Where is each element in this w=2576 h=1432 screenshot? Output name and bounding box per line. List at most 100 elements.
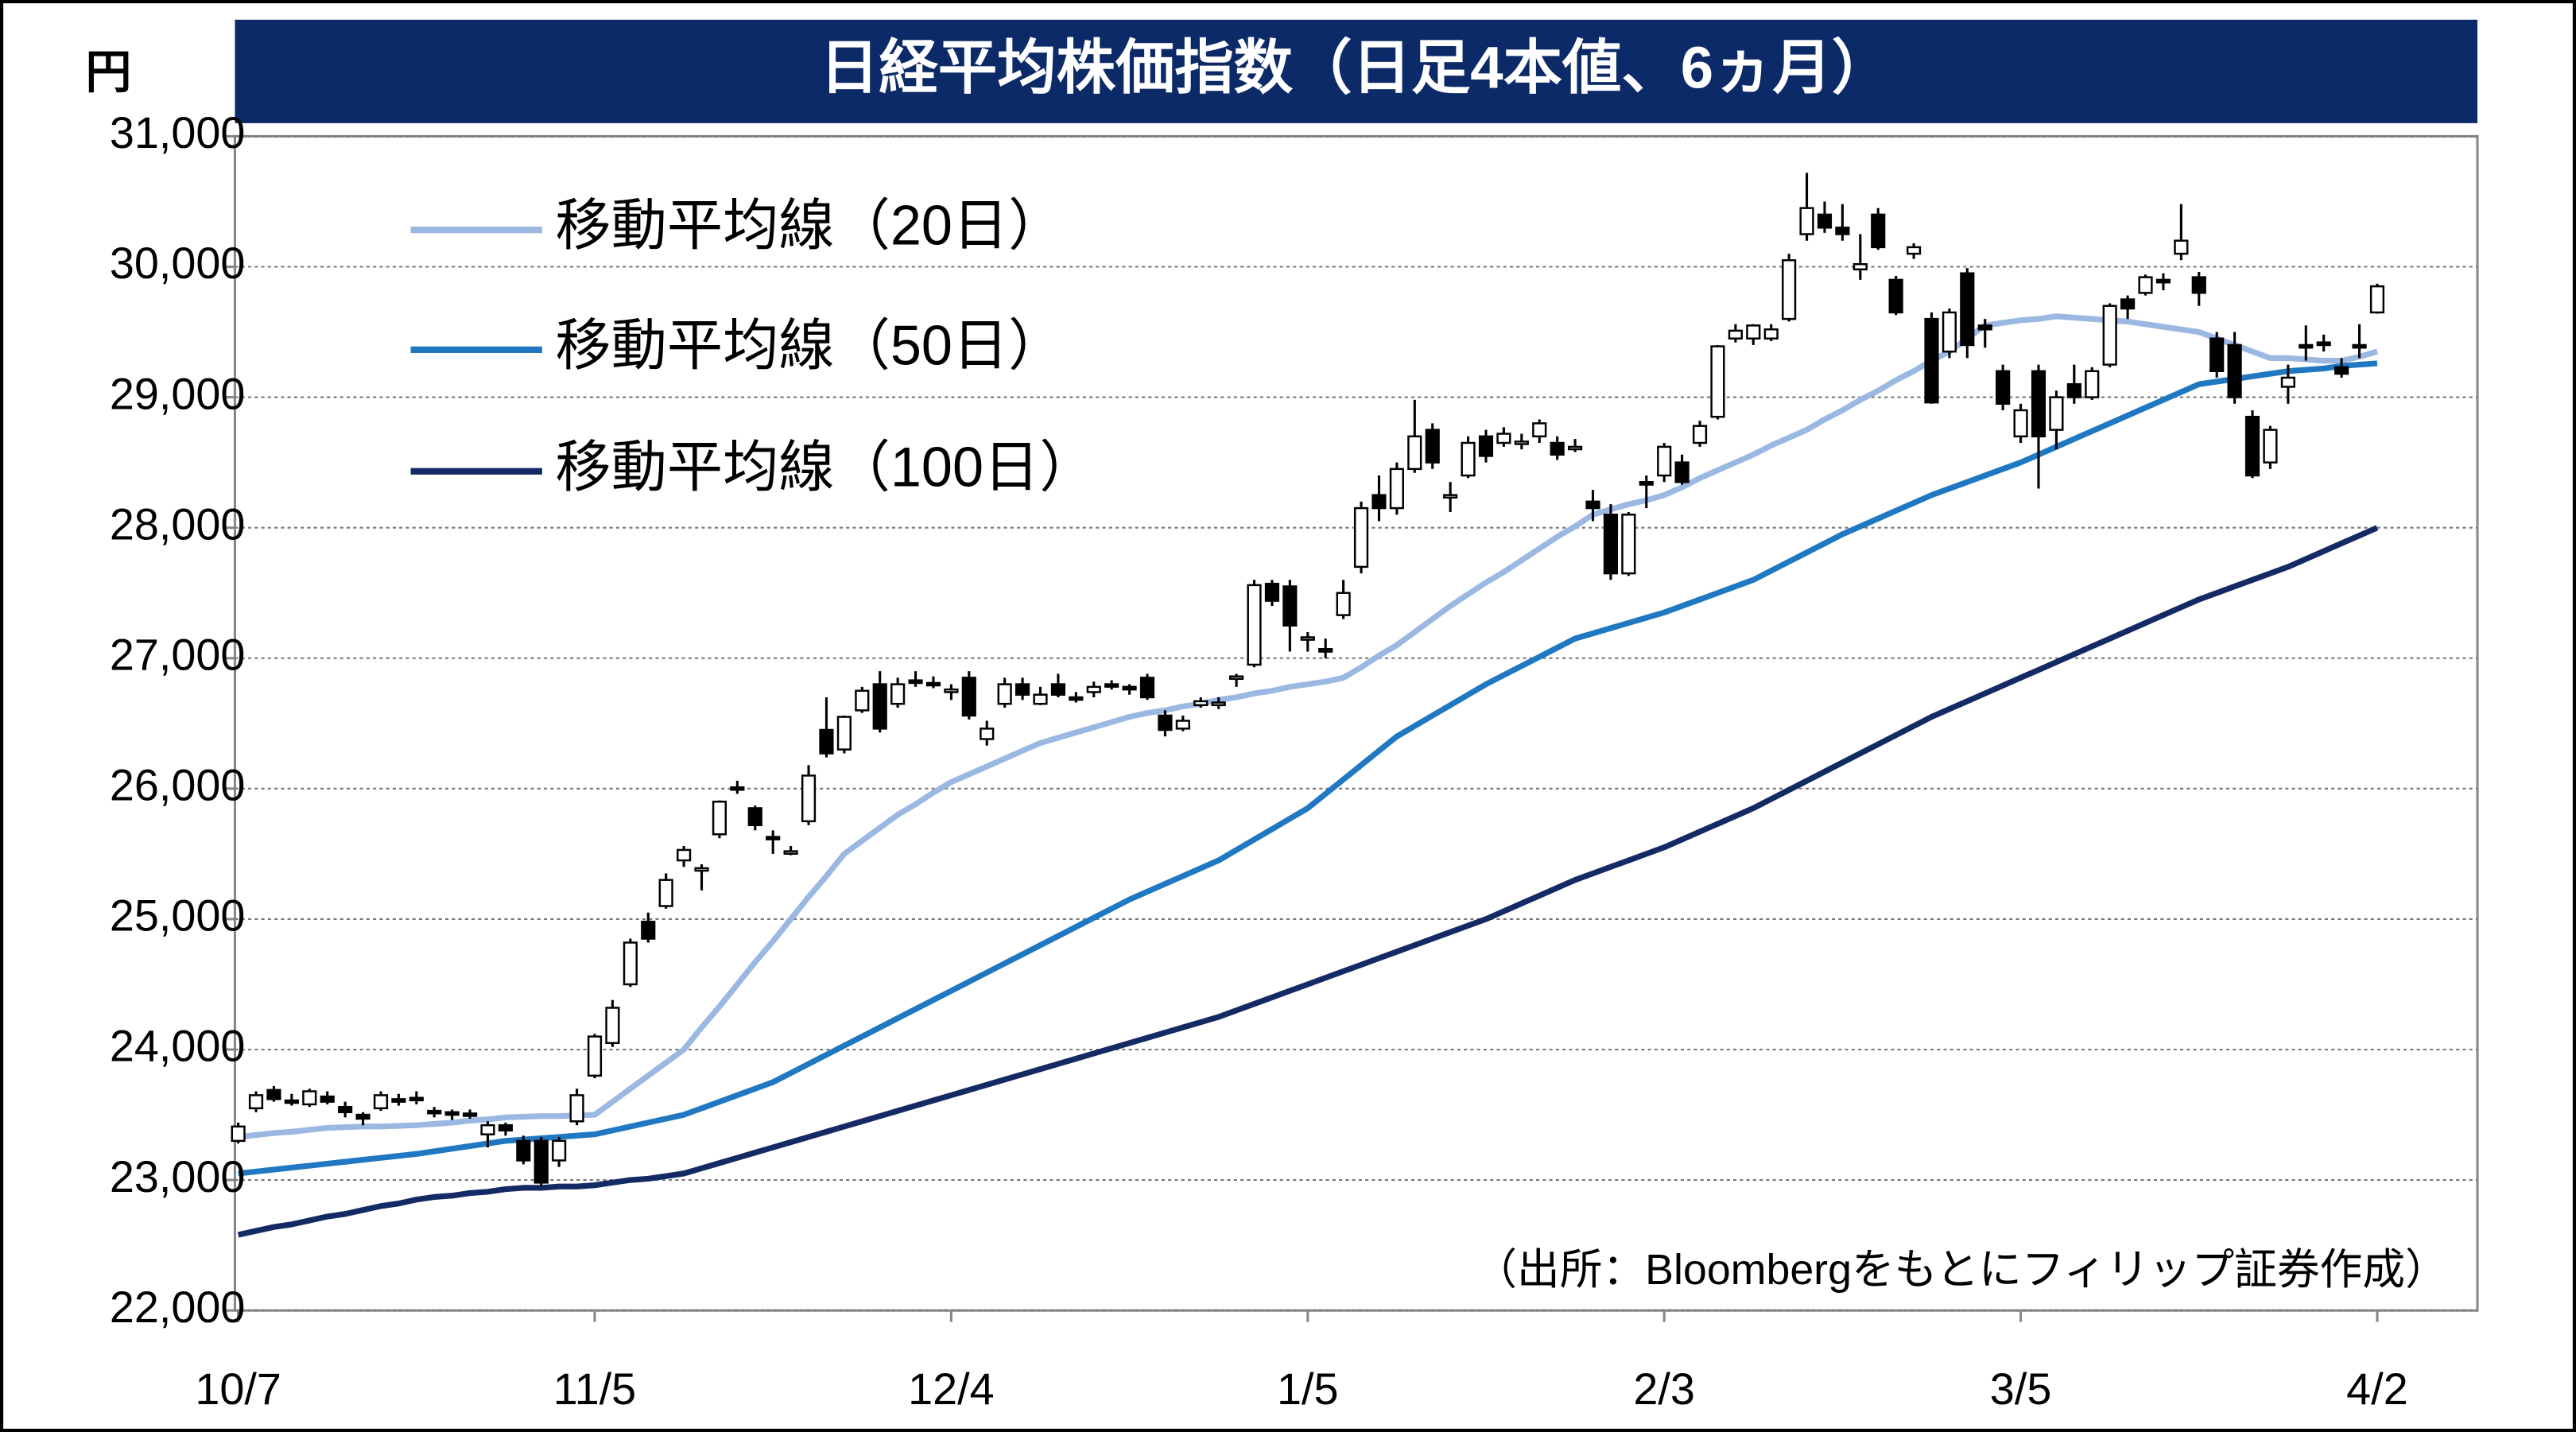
candle-body	[712, 801, 727, 836]
x-tick-label: 10/7	[195, 1364, 281, 1414]
candle-body	[248, 1094, 264, 1110]
candle-body	[2174, 239, 2189, 255]
candle-body	[1514, 440, 1529, 445]
y-tick-label: 30,000	[110, 239, 246, 288]
candle-body	[1371, 494, 1387, 510]
candle-body	[997, 683, 1012, 705]
candle-body	[1782, 259, 1797, 320]
candle-body	[427, 1109, 442, 1115]
candle-body	[623, 941, 638, 986]
candle-body	[2066, 382, 2081, 398]
candle-body	[658, 879, 673, 907]
candle-body	[1657, 445, 1672, 477]
candle-body	[284, 1099, 299, 1104]
candle-body	[1158, 714, 1173, 732]
candle-body	[1621, 514, 1636, 575]
candle-body	[783, 850, 798, 855]
y-tick-label: 29,000	[110, 369, 246, 418]
candle-body	[1211, 701, 1226, 707]
candle-body	[1960, 272, 1975, 347]
candle-body	[1033, 693, 1048, 705]
candle-body	[2352, 343, 2367, 349]
y-tick-label: 22,000	[110, 1283, 246, 1332]
candle-body	[1353, 506, 1369, 569]
candle-body	[641, 920, 656, 940]
candle-body	[1461, 441, 1476, 477]
candle-body	[1710, 345, 1725, 418]
candle-body	[1817, 213, 1833, 229]
candle-body	[1425, 429, 1440, 464]
candle-body	[409, 1096, 424, 1102]
candle-body	[231, 1125, 246, 1143]
candle-body	[605, 1007, 620, 1045]
x-tick-label: 4/2	[2346, 1364, 2408, 1414]
candle-body	[694, 867, 709, 872]
candle-body	[1692, 425, 1708, 444]
candle-body	[801, 774, 817, 823]
y-tick-label: 24,000	[110, 1022, 246, 1071]
candle-body	[1888, 278, 1903, 314]
candle-body	[587, 1035, 603, 1077]
candle-body	[2102, 305, 2117, 366]
candle-body	[2369, 285, 2385, 314]
candle-body	[908, 679, 923, 685]
candle-body	[2334, 366, 2349, 375]
candle-body	[1478, 435, 1494, 457]
candle-body	[1336, 592, 1351, 616]
y-tick-label: 31,000	[110, 108, 246, 157]
candle-body	[320, 1095, 335, 1103]
candle-body	[1567, 445, 1583, 451]
candle-body	[480, 1123, 495, 1135]
candle-body	[1924, 317, 1939, 404]
candle-body	[819, 728, 834, 755]
candle-body	[391, 1098, 406, 1103]
candle-body	[2031, 370, 2046, 438]
candle-body	[1264, 582, 1280, 602]
candle-body	[1247, 584, 1262, 666]
candle-body	[2085, 370, 2100, 398]
labels: 22,000 23,000 24,000 25,000 26,000 27,000 28,0…	[110, 108, 2408, 1414]
x-tick-label: 3/5	[1990, 1364, 2052, 1414]
legend-label: 移動平均線（20日）	[555, 194, 1064, 257]
candle-body	[944, 688, 959, 693]
candle-body	[1229, 675, 1244, 681]
candle-body	[855, 689, 870, 712]
candle-body	[677, 848, 692, 862]
candle-body	[1014, 683, 1030, 696]
candle-body	[1906, 246, 1922, 255]
candle-body	[1852, 262, 1868, 271]
candle-body	[338, 1105, 353, 1113]
candle-body	[2155, 278, 2171, 284]
candle-body	[1139, 677, 1155, 699]
candle-body	[552, 1139, 567, 1162]
candle-body	[766, 836, 781, 840]
y-tick-label: 26,000	[110, 761, 246, 810]
x-tick-label: 12/4	[908, 1364, 995, 1414]
candle-body	[1193, 700, 1208, 707]
candle-body	[1871, 213, 1886, 249]
ma-line	[238, 313, 2378, 1140]
candle-body	[1496, 433, 1511, 444]
candle-body	[1746, 324, 1761, 340]
legend-label: 移動平均線（50日）	[555, 313, 1064, 376]
candle-body	[516, 1139, 531, 1162]
legend-label: 移動平均線（100日）	[555, 435, 1095, 498]
candle-body	[1069, 696, 1084, 701]
candle-body	[266, 1089, 281, 1100]
candle-body	[462, 1112, 478, 1117]
candle-body	[1674, 461, 1690, 483]
candle-body	[2263, 429, 2278, 464]
candle-body	[2209, 337, 2225, 373]
candle-body	[373, 1094, 389, 1110]
candle-body	[1942, 311, 1957, 353]
candle-body	[872, 683, 887, 730]
candle-body	[1389, 468, 1404, 510]
candle-body	[1122, 685, 1137, 691]
candle-body	[747, 807, 762, 827]
candle-body	[1977, 324, 1992, 331]
chart-title: 日経平均株価指数（日足4本値、6ヵ月）	[820, 35, 1891, 101]
source-note: （出所：Bloombergをもとにフィリップ証券作成）	[1474, 1246, 2448, 1294]
x-tick-label: 1/5	[1277, 1364, 1339, 1414]
candle-body	[925, 681, 941, 687]
